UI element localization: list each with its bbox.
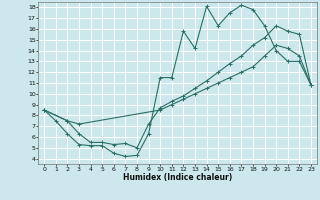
X-axis label: Humidex (Indice chaleur): Humidex (Indice chaleur): [123, 173, 232, 182]
